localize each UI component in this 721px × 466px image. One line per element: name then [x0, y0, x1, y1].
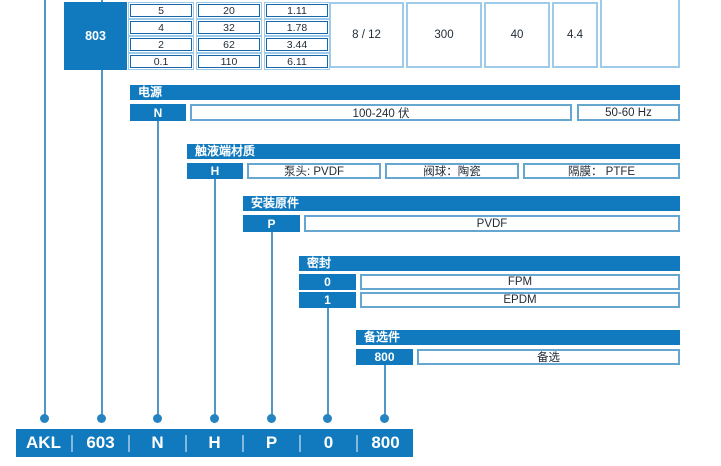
connector-line-p [271, 232, 273, 419]
connector-line-akl [44, 0, 46, 419]
key-box-seal-1: 1 [299, 292, 356, 308]
table-cell: 5 [128, 2, 194, 19]
table-cell: 2 [128, 36, 194, 53]
order-code-bar: AKL 603 N H P 0 800 [16, 429, 413, 457]
table-cell: 110 [196, 53, 262, 70]
table-cell: 6.11 [264, 53, 330, 70]
order-code-separator [128, 434, 130, 452]
table-cell: 20 [196, 2, 262, 19]
model-code-box: 803 [64, 2, 127, 70]
spec-cell-suction: 40 [484, 2, 550, 68]
connector-dot-603 [97, 414, 106, 423]
order-code-segment: P [265, 433, 278, 452]
order-code-separator [356, 434, 358, 452]
order-code-segment: 0 [323, 433, 334, 452]
order-code-segment: 603 [86, 433, 115, 452]
order-code-separator [185, 434, 187, 452]
value-cell-pump-head: 泵头: PVDF [247, 163, 381, 179]
connector-dot-800 [380, 414, 389, 423]
table-cell: 62 [196, 36, 262, 53]
connector-dot-0 [323, 414, 332, 423]
value-cell-voltage: 100-240 伏 [190, 104, 572, 121]
value-cell-seal-epdm: EPDM [360, 292, 680, 308]
connector-dot-akl [40, 414, 49, 423]
connector-line-h [214, 179, 216, 419]
order-code-separator [299, 434, 301, 452]
key-box-power: N [130, 104, 186, 121]
value-cell-frequency: 50-60 Hz [577, 104, 680, 121]
order-code-segment: AKL [26, 433, 61, 452]
pressure-column: 5 4 2 0.1 [128, 2, 194, 70]
connector-dot-h [210, 414, 219, 423]
spec-cell-strokes: 300 [406, 2, 482, 68]
value-cell-valve-ball: 阀球：陶瓷 [385, 163, 519, 179]
order-code-segment: H [208, 433, 221, 452]
order-code-separator [71, 434, 73, 452]
spec-cell-weight: 4.4 [552, 2, 598, 68]
value-cell-seal-fpm: FPM [360, 274, 680, 290]
key-box-wetted-material: H [187, 163, 243, 179]
connector-line-603 [101, 0, 103, 419]
section-header-mounting: 安装原件 [243, 196, 680, 211]
flow-column: 1.11 1.78 3.44 6.11 [264, 2, 330, 70]
section-header-power: 电源 [130, 85, 680, 100]
section-header-seal: 密封 [299, 256, 680, 271]
section-header-options: 备选件 [356, 330, 680, 345]
key-box-seal-0: 0 [299, 274, 356, 290]
section-header-wetted-material: 触液端材质 [187, 144, 680, 159]
connector-dot-p [267, 414, 276, 423]
order-code-segment: 800 [371, 433, 400, 452]
table-cell: 1.11 [264, 2, 330, 19]
value-cell-mounting-material: PVDF [304, 215, 680, 232]
connector-line-n [157, 121, 159, 419]
connector-line-0 [327, 308, 329, 419]
key-box-options: 800 [356, 349, 413, 365]
spec-cell-empty [600, 0, 680, 68]
table-cell: 0.1 [128, 53, 194, 70]
table-cell: 3.44 [264, 36, 330, 53]
table-cell: 32 [196, 19, 262, 36]
spec-cell-connection: 8 / 12 [329, 2, 404, 68]
connector-dot-n [153, 414, 162, 423]
value-cell-diaphragm: 隔膜： PTFE [523, 163, 680, 179]
connector-line-800 [384, 365, 386, 419]
order-code-separator [242, 434, 244, 452]
table-cell: 1.78 [264, 19, 330, 36]
table-cell: 4 [128, 19, 194, 36]
capacity-column: 20 32 62 110 [196, 2, 262, 70]
value-cell-options: 备选 [417, 349, 680, 365]
order-code-segment: N [151, 433, 164, 452]
key-box-mounting: P [243, 215, 300, 232]
